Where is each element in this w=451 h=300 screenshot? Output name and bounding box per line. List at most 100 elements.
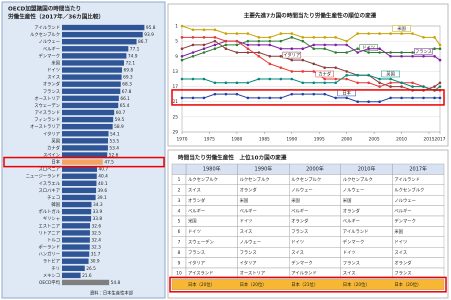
series-point [334, 51, 338, 54]
series-point [202, 96, 206, 100]
series-point [268, 43, 272, 47]
line-panel [167, 3, 449, 147]
series-point [411, 81, 414, 85]
series-point [279, 47, 283, 51]
value-label: 69.8 [124, 68, 134, 74]
series-point [411, 54, 414, 58]
series-point [180, 36, 184, 39]
category-label: トルコ [47, 237, 60, 243]
bar [62, 88, 121, 94]
bar [62, 60, 125, 66]
series-point [279, 54, 283, 58]
category-label: アイスランド [35, 110, 60, 116]
cell-text: アイルランド [394, 177, 420, 183]
bar [62, 187, 97, 194]
series-point [433, 47, 436, 51]
category-label: カナダ [47, 144, 61, 151]
bar [62, 74, 122, 80]
category-label: デンマーク [39, 52, 60, 59]
y-tick-label: 21 [173, 99, 179, 105]
bar [62, 53, 127, 59]
value-label: 34.3 [93, 202, 103, 208]
japan-row [171, 279, 445, 290]
series-point [312, 36, 316, 39]
cell-text: 米国 [188, 218, 197, 225]
japan-cell: 日本（20位） [394, 281, 421, 288]
series-point [246, 51, 250, 54]
series-point [202, 36, 206, 39]
japan-cell: 日本（21位） [291, 281, 318, 288]
series-point [257, 54, 261, 58]
series-point [180, 47, 184, 51]
bar [62, 201, 92, 208]
series-point [367, 51, 370, 54]
series-point [438, 85, 442, 88]
cell-text: ドイツ [343, 251, 356, 256]
value-label: 40.4 [98, 174, 108, 180]
cell-text: ドイツ [291, 241, 304, 246]
series-point [323, 47, 327, 51]
series-point [367, 47, 370, 51]
series-point [246, 47, 250, 51]
cell-text: オランダ [291, 218, 309, 225]
value-label: 54.1 [110, 131, 120, 137]
series-point [433, 54, 436, 58]
series-point [334, 81, 338, 85]
category-label: 英国 [51, 137, 60, 144]
series-point [180, 54, 184, 58]
series-point [279, 77, 283, 81]
bar [62, 67, 123, 73]
series-point [290, 77, 294, 81]
legend-box [282, 51, 302, 59]
value-label: 58.9 [114, 124, 124, 130]
rank-label: 6 [178, 229, 181, 235]
cell-text: ドイツ [188, 230, 201, 235]
series-point [213, 39, 217, 43]
legend-box [315, 70, 334, 78]
series-point [235, 43, 239, 47]
series-point [235, 92, 239, 96]
series-point [422, 54, 425, 58]
series-point [334, 66, 338, 69]
legend-label: 日本 [342, 89, 351, 96]
series-point [180, 96, 184, 100]
series-point [433, 36, 436, 39]
value-label: 39.1 [97, 195, 107, 201]
series-point [191, 54, 195, 58]
y-tick-label: 17 [173, 84, 179, 90]
series-point [367, 73, 370, 77]
bar [62, 230, 90, 236]
category-label: ドイツ [47, 69, 60, 74]
series-point [400, 54, 403, 58]
series-point [257, 51, 261, 54]
series-point [389, 54, 392, 58]
series-point [279, 96, 283, 100]
series-point [213, 43, 217, 47]
cell-text: フランス [394, 271, 411, 277]
category-label: ポルトガル [39, 208, 61, 215]
value-label: 67.8 [122, 89, 132, 95]
cell-text: オーストリア [240, 271, 266, 277]
category-label: スペイン [43, 153, 60, 159]
series-point [290, 92, 294, 96]
category-label: イタリア [43, 130, 60, 137]
cell-text: オランダ [394, 259, 412, 266]
cell-text: スイス [188, 188, 201, 194]
cell-text: 米国 [394, 228, 403, 235]
cell-text: ベルギー [240, 208, 257, 214]
category-label: オーストラリア [30, 124, 60, 130]
series-point [400, 32, 403, 35]
legend-box [414, 48, 433, 55]
bar-subtitle: 労働生産性（2017年／36カ国比較） [8, 13, 104, 21]
y-tick-label: 1 [175, 24, 178, 30]
bar [62, 173, 97, 179]
series-point [235, 81, 239, 85]
series-point [224, 92, 228, 96]
category-label: スロバキア [39, 188, 60, 194]
value-label: 47.5 [104, 160, 114, 166]
series-point [356, 51, 359, 54]
legend-label: フランス [415, 49, 432, 55]
series-point [345, 70, 348, 73]
series-point [257, 39, 261, 43]
bar [62, 237, 90, 243]
